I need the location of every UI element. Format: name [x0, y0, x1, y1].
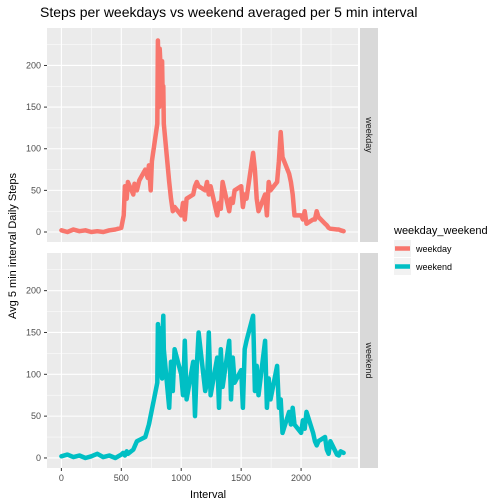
- x-tick-label: 2000: [291, 473, 311, 483]
- legend-item-weekday: weekday: [394, 240, 452, 257]
- panel-background: [47, 28, 358, 242]
- chart-title: Steps per weekdays vs weekend averaged p…: [40, 4, 417, 20]
- facet-panel-weekday: weekday: [47, 28, 378, 242]
- x-tick-label: 1500: [231, 473, 251, 483]
- legend-label: weekday: [415, 244, 452, 254]
- y-tick-label: 0: [36, 227, 41, 237]
- series-line-weekday: [59, 38, 346, 235]
- y-tick-label: 50: [31, 411, 41, 421]
- facet-panels: weekday weekend: [47, 28, 378, 468]
- legend-item-weekend: weekend: [394, 258, 452, 275]
- series-line-weekend: [59, 313, 346, 461]
- facet-strip-label: weekday: [364, 116, 374, 153]
- facet-panel-weekend: weekend: [47, 253, 378, 468]
- y-tick-label: 200: [26, 286, 41, 296]
- facet-strip: [360, 28, 378, 242]
- y-tick-label: 0: [36, 453, 41, 463]
- y-tick-label: 150: [26, 102, 41, 112]
- y-tick-label: 100: [26, 144, 41, 154]
- y-tick-label: 50: [31, 185, 41, 195]
- x-tick-label: 500: [114, 473, 129, 483]
- x-axis-title: Interval: [190, 489, 226, 501]
- y-tick-label: 200: [26, 60, 41, 70]
- legend-title: weekday_weekend: [393, 225, 488, 237]
- x-tick-label: 1000: [171, 473, 191, 483]
- facet-strip: [360, 253, 378, 468]
- legend-label: weekend: [415, 262, 452, 272]
- x-tick-label: 0: [59, 473, 64, 483]
- legend: weekday_weekend weekday weekend: [393, 225, 488, 275]
- facet-strip-label: weekend: [364, 341, 374, 378]
- y-tick-label: 100: [26, 369, 41, 379]
- y-tick-label: 150: [26, 327, 41, 337]
- y-axis-title: Avg 5 min interval Daily Steps: [7, 173, 19, 319]
